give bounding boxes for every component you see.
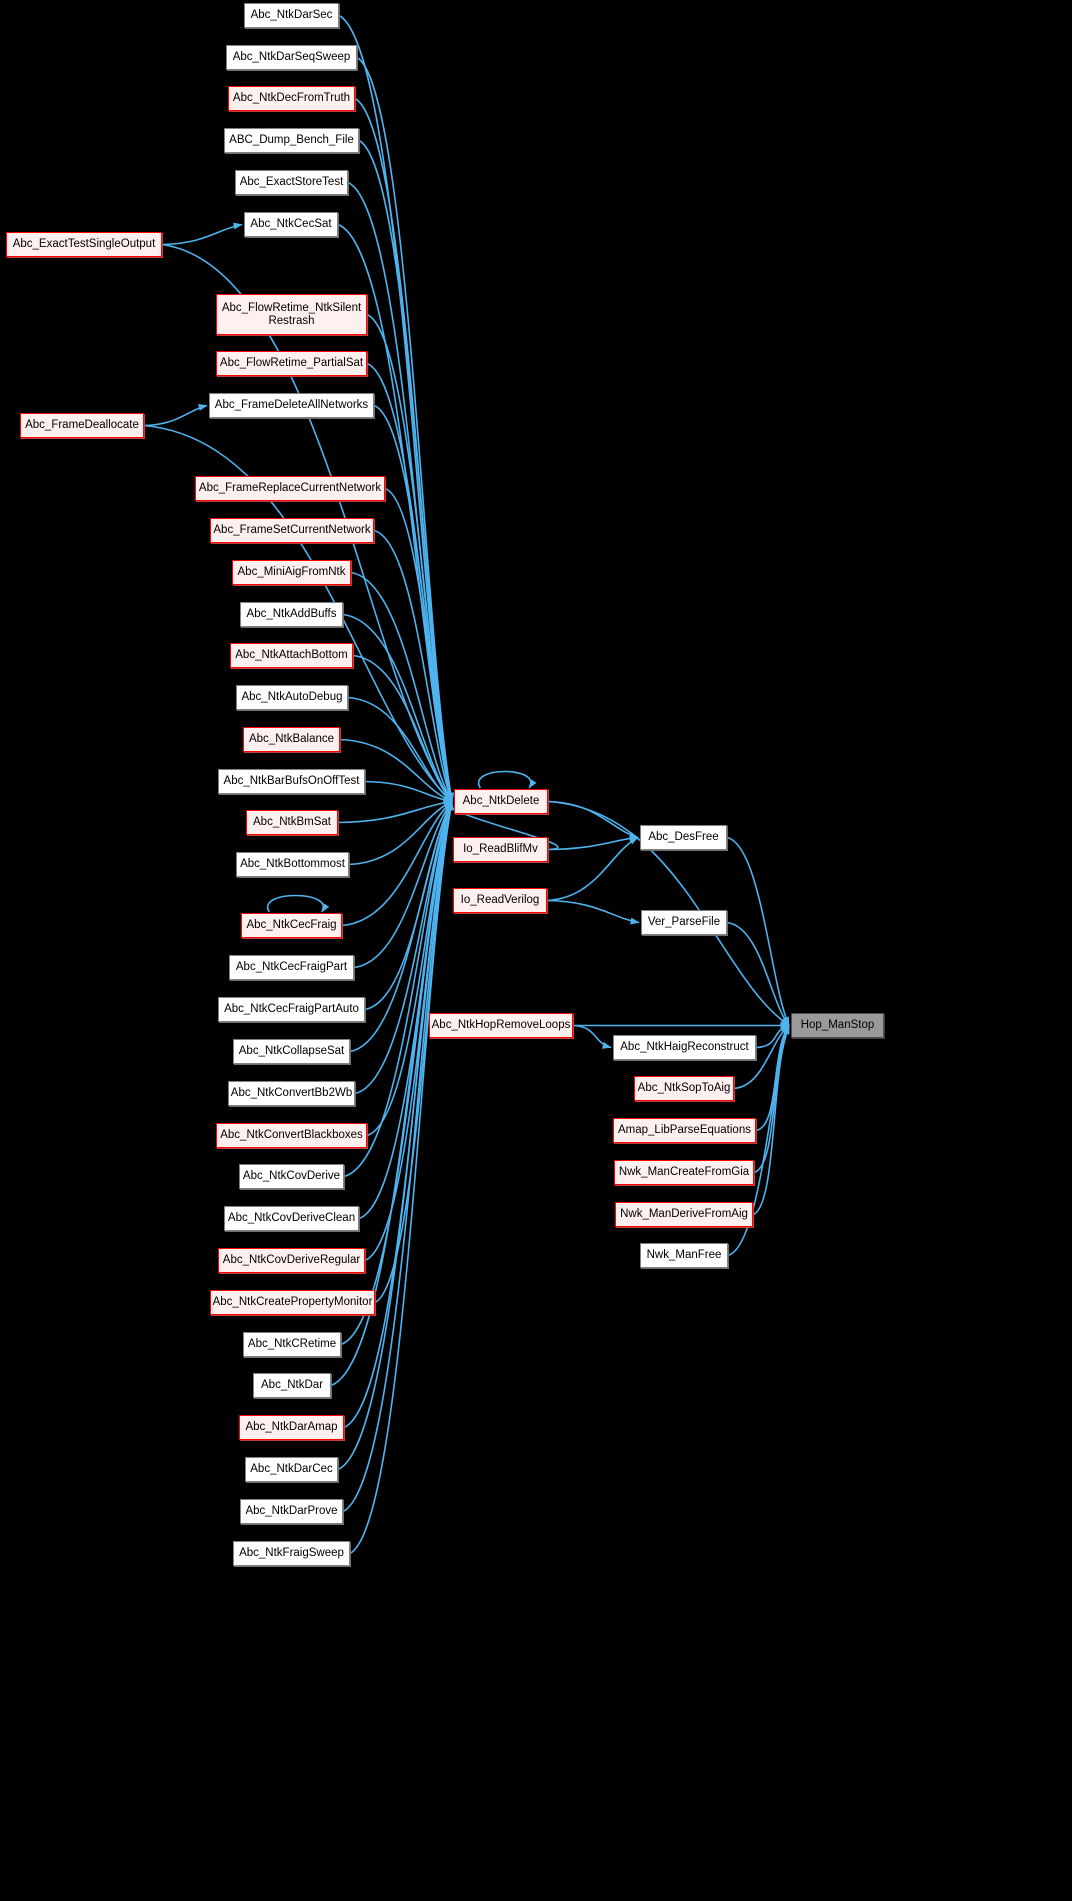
graph-edge — [366, 362, 454, 803]
graph-edge — [266, 894, 330, 913]
graph-edge — [547, 800, 639, 839]
graph-node-abc-framedeleteallnetworks[interactable]: Abc_FrameDeleteAllNetworks — [209, 393, 374, 418]
graph-node-abc-ntkautodebug[interactable]: Abc_NtkAutoDebug — [236, 685, 348, 710]
graph-node-nwk-mancreatefromgia[interactable]: Nwk_ManCreateFromGia — [614, 1160, 754, 1185]
graph-node-io-readblifmv[interactable]: Io_ReadBlifMv — [453, 837, 548, 862]
graph-node-abc-ntkcecfraigpartauto[interactable]: Abc_NtkCecFraigPartAuto — [218, 997, 365, 1022]
graph-edge — [161, 222, 243, 246]
graph-node-abc-ntkcreatepropertymonitor[interactable]: Abc_NtkCreatePropertyMonitor — [210, 1290, 375, 1315]
graph-edge — [546, 899, 640, 925]
graph-node-abc-ntkconvertbb2wb[interactable]: Abc_NtkConvertBb2Wb — [228, 1081, 355, 1106]
graph-edge — [343, 800, 453, 1178]
graph-node-abc-ntkhaigreconstruct[interactable]: Abc_NtkHaigReconstruct — [613, 1035, 756, 1060]
graph-node-abc-framereplacecurrentnetwork[interactable]: Abc_FrameReplaceCurrentNetwork — [195, 476, 385, 501]
graph-node-abc-ntkaddbuffs[interactable]: Abc_NtkAddBuffs — [240, 602, 343, 627]
graph-node-nwk-manderivefromaig[interactable]: Nwk_ManDeriveFromAig — [615, 1202, 753, 1227]
graph-edge — [572, 1024, 612, 1049]
graph-node-abc-ntkcollapsesat[interactable]: Abc_NtkCollapseSat — [233, 1039, 350, 1064]
graph-node-abc-ntkdaramap[interactable]: Abc_NtkDarAmap — [239, 1415, 344, 1440]
graph-node-abc-ntksoptoaig[interactable]: Abc_NtkSopToAig — [634, 1076, 734, 1101]
graph-edge — [366, 800, 453, 1137]
graph-node-amap-libparseequations[interactable]: Amap_LibParseEquations — [613, 1118, 756, 1143]
graph-node-abc-ntkdelete[interactable]: Abc_NtkDelete — [454, 789, 548, 814]
graph-edge — [353, 800, 453, 969]
graph-node-abc-ntkbarbufsonofftest[interactable]: Abc_NtkBarBufsOnOffTest — [218, 769, 365, 794]
graph-edge — [366, 313, 454, 803]
graph-node-abc-ntkbmsat[interactable]: Abc_NtkBmSat — [246, 810, 338, 835]
graph-edge — [384, 487, 454, 803]
graph-edge — [755, 1024, 790, 1049]
graph-node-abc-ntkdar[interactable]: Abc_NtkDar — [253, 1373, 331, 1398]
graph-edge — [755, 1025, 790, 1132]
graph-node-abc-flowretime-partialsat[interactable]: Abc_FlowRetime_PartialSat — [216, 351, 367, 376]
graph-node-nwk-manfree[interactable]: Nwk_ManFree — [640, 1243, 728, 1268]
graph-node-abc-ntkcecfraig[interactable]: Abc_NtkCecFraig — [241, 913, 342, 938]
graph-edge — [753, 1024, 790, 1174]
graph-node-abc-ntkdarcec[interactable]: Abc_NtkDarCec — [245, 1457, 338, 1482]
graph-edge — [337, 799, 453, 824]
graph-node-abc-ntkdarsec[interactable]: Abc_NtkDarSec — [244, 3, 339, 28]
graph-node-abc-ntkbalance[interactable]: Abc_NtkBalance — [243, 727, 340, 752]
graph-edge — [373, 404, 454, 803]
graph-node-abc-ntkdarseqsweep[interactable]: Abc_NtkDarSeqSweep — [226, 45, 357, 70]
graph-node-abc-desfree[interactable]: Abc_DesFree — [640, 825, 727, 850]
graph-node-abc-framedeallocate[interactable]: Abc_FrameDeallocate — [20, 413, 144, 438]
graph-node-abc-dump-bench-file[interactable]: ABC_Dump_Bench_File — [224, 128, 359, 153]
graph-edge — [342, 800, 454, 1513]
graph-node-abc-ntkdecfromtruth[interactable]: Abc_NtkDecFromTruth — [228, 86, 355, 111]
graph-edge — [726, 836, 790, 1027]
graph-edge — [477, 770, 537, 789]
graph-edge — [354, 97, 454, 803]
graph-node-io-readverilog[interactable]: Io_ReadVerilog — [453, 888, 547, 913]
graph-node-abc-ntkcovderiveclean[interactable]: Abc_NtkCovDeriveClean — [224, 1206, 359, 1231]
graph-node-abc-framesetcurrentnetwork[interactable]: Abc_FrameSetCurrentNetwork — [210, 518, 374, 543]
graph-edge — [354, 800, 453, 1095]
graph-edge — [356, 56, 455, 803]
graph-edge — [364, 800, 453, 1011]
graph-node-abc-ntkcecfraigpart[interactable]: Abc_NtkCecFraigPart — [229, 955, 354, 980]
graph-edge — [350, 571, 453, 803]
graph-node-abc-flowretime-ntksilent-restrash[interactable]: Abc_FlowRetime_NtkSilent Restrash — [216, 294, 367, 335]
graph-edge — [726, 921, 790, 1027]
graph-edge — [143, 404, 208, 427]
graph-edge — [752, 1024, 790, 1216]
graph-edge — [547, 834, 639, 851]
graph-node-abc-ntkconvertblackboxes[interactable]: Abc_NtkConvertBlackboxes — [216, 1123, 367, 1148]
graph-node-abc-exacttestsingleoutput[interactable]: Abc_ExactTestSingleOutput — [6, 232, 162, 257]
graph-edge — [341, 800, 453, 927]
graph-node-abc-ntkcretime[interactable]: Abc_NtkCRetime — [243, 1332, 341, 1357]
graph-edge — [358, 800, 453, 1220]
graph-edge — [546, 836, 639, 902]
graph-node-abc-ntkhopremoveloops[interactable]: Abc_NtkHopRemoveLoops — [429, 1013, 573, 1038]
graph-node-abc-ntkattachbottom[interactable]: Abc_NtkAttachBottom — [230, 643, 353, 668]
graph-edge — [352, 654, 453, 803]
graph-node-abc-ntkdarprove[interactable]: Abc_NtkDarProve — [240, 1499, 343, 1524]
graph-node-ver-parsefile[interactable]: Ver_ParseFile — [641, 910, 727, 935]
graph-node-abc-ntkfraigsweep[interactable]: Abc_NtkFraigSweep — [233, 1541, 350, 1566]
graph-node-abc-miniaigfromntk[interactable]: Abc_MiniAigFromNtk — [232, 560, 351, 585]
graph-node-abc-ntkbottommost[interactable]: Abc_NtkBottommost — [236, 852, 349, 877]
graph-edge — [374, 800, 454, 1304]
graph-edge — [349, 800, 454, 1555]
graph-node-abc-exactstoretest[interactable]: Abc_ExactStoreTest — [235, 170, 348, 195]
graph-edge — [364, 780, 453, 804]
graph-node-abc-ntkcecsat[interactable]: Abc_NtkCecSat — [244, 212, 338, 237]
graph-edge — [348, 800, 453, 866]
graph-edge — [358, 139, 454, 803]
graph-edge — [373, 529, 453, 803]
graph-edge — [343, 800, 454, 1429]
graph-node-abc-ntkcovderiveregular[interactable]: Abc_NtkCovDeriveRegular — [218, 1248, 365, 1273]
graph-node-abc-ntkcovderive[interactable]: Abc_NtkCovDerive — [239, 1164, 344, 1189]
graph-node-hop-manstop[interactable]: Hop_ManStop — [791, 1013, 884, 1038]
